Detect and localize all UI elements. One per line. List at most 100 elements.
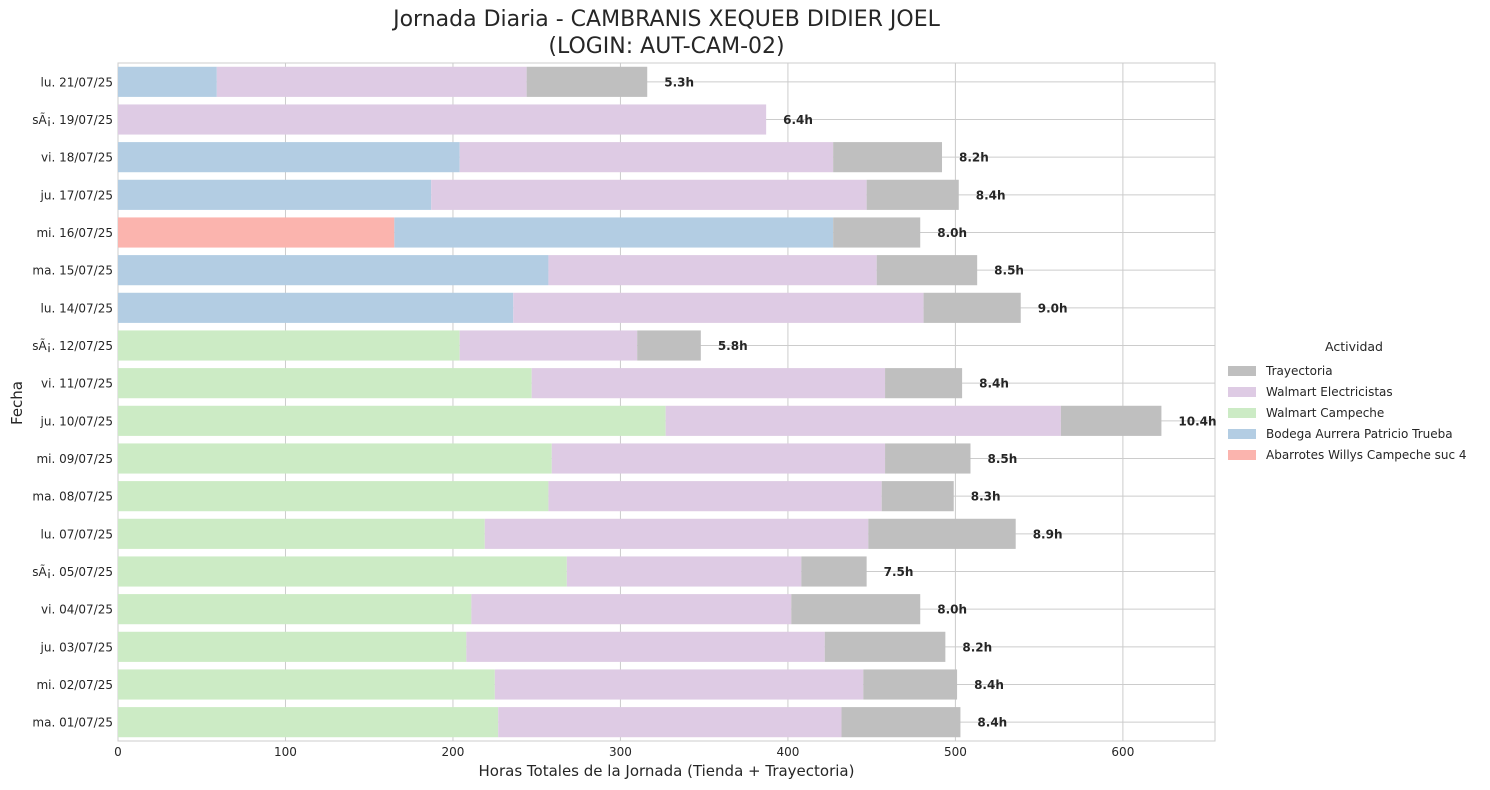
bar-segment (216, 66, 527, 97)
legend: Actividad Trayectoria Walmart Electricist… (1228, 339, 1480, 465)
legend-label: Bodega Aurrera Patricio Trueba (1266, 426, 1453, 441)
bar-segment (118, 594, 472, 625)
bar-total-label: 8.4h (976, 188, 1006, 202)
bar-segment (513, 292, 924, 323)
y-tick-labels: lu. 21/07/25 sÃ¡. 19/07/25 vi. 18/07/25 ju.… (32, 75, 113, 729)
bar-total-label: 8.0h (937, 603, 967, 617)
x-tick-label: 600 (1111, 745, 1134, 759)
y-tick-label: vi. 04/07/25 (41, 603, 113, 617)
labels-layer: 5.3h 6.4h 8.2h 8.4h 8.0h 8.5h 9.0h 5.8h 8.4h 10.4… (664, 75, 1216, 729)
bar-segment (876, 255, 978, 286)
bar-total-label: 9.0h (1038, 301, 1068, 315)
bar-segment (863, 669, 958, 700)
bar-segment (118, 631, 467, 662)
bar-segment (885, 368, 963, 399)
bar-segment (833, 217, 921, 248)
bar-segment (118, 255, 549, 286)
bar-segment (881, 481, 954, 512)
bar-total-label: 8.5h (987, 452, 1017, 466)
bar-segment (118, 707, 499, 738)
bar-segment (394, 217, 834, 248)
bar-segment (551, 443, 886, 474)
bar-segment (118, 443, 552, 474)
legend-label: Trayectoria (1266, 363, 1333, 378)
bar-segment (118, 142, 460, 173)
legend-item: Trayectoria (1228, 360, 1480, 381)
bar-total-label: 10.4h (1178, 414, 1216, 428)
bar-segment (494, 669, 864, 700)
y-tick-label: lu. 14/07/25 (41, 301, 113, 315)
legend-label: Walmart Electricistas (1266, 384, 1393, 399)
bar-segment (791, 594, 921, 625)
bar-segment (866, 179, 959, 210)
x-tick-label: 300 (609, 745, 632, 759)
bar-total-label: 8.3h (971, 490, 1001, 504)
legend-item: Walmart Electricistas (1228, 381, 1480, 402)
y-tick-label: ju. 03/07/25 (40, 640, 113, 654)
y-tick-label: ju. 10/07/25 (40, 414, 113, 428)
legend-swatch (1228, 428, 1256, 439)
legend-swatch (1228, 386, 1256, 397)
bar-segment (923, 292, 1021, 323)
x-tick-label: 200 (442, 745, 465, 759)
bar-segment (118, 368, 532, 399)
y-tick-label: ju. 17/07/25 (40, 188, 113, 202)
bar-total-label: 8.4h (974, 678, 1004, 692)
bar-segment (118, 556, 567, 587)
legend-swatch (1228, 407, 1256, 418)
bar-segment (466, 631, 825, 662)
bar-segment (868, 518, 1016, 549)
bar-total-label: 8.4h (977, 716, 1007, 730)
bar-segment (484, 518, 869, 549)
bar-total-label: 5.8h (718, 339, 748, 353)
bar-total-label: 8.2h (962, 640, 992, 654)
y-tick-label: mi. 02/07/25 (36, 678, 113, 692)
chart-title: Jornada Diaria - CAMBRANIS XEQUEB DIDIER… (393, 7, 940, 32)
x-tick-label: 400 (776, 745, 799, 759)
bar-segment (566, 556, 802, 587)
bar-segment (118, 669, 495, 700)
bar-total-label: 5.3h (664, 75, 694, 89)
bar-segment (118, 518, 485, 549)
bar-segment (118, 179, 432, 210)
y-tick-label: lu. 07/07/25 (41, 527, 113, 541)
legend-label: Walmart Campeche (1266, 405, 1385, 420)
y-tick-label: ma. 08/07/25 (32, 490, 113, 504)
bar-segment (118, 405, 666, 436)
bar-segment (841, 707, 961, 738)
bar-segment (118, 330, 460, 361)
bar-segment (118, 481, 549, 512)
legend-items: Trayectoria Walmart Electricistas Walmart … (1228, 360, 1480, 465)
bar-segment (459, 142, 834, 173)
bar-total-label: 6.4h (783, 113, 813, 127)
bar-segment (431, 179, 867, 210)
x-axis-label: Horas Totales de la Jornada (Tienda + Tr… (478, 762, 855, 780)
bar-segment (885, 443, 971, 474)
y-tick-label: mi. 09/07/25 (36, 452, 113, 466)
bar-segment (531, 368, 886, 399)
x-tick-label: 100 (274, 745, 297, 759)
bar-segment (526, 66, 648, 97)
bar-total-label: 8.9h (1033, 527, 1063, 541)
bar-total-label: 8.2h (959, 151, 989, 165)
bar-total-label: 8.4h (979, 377, 1009, 391)
bar-segment (118, 217, 395, 248)
y-axis-label: Fecha (8, 381, 26, 425)
legend-title: Actividad (1325, 339, 1383, 354)
bar-segment (118, 104, 767, 135)
bar-total-label: 8.5h (994, 264, 1024, 278)
bar-segment (637, 330, 701, 361)
y-tick-label: mi. 16/07/25 (36, 226, 113, 240)
legend-item: Walmart Campeche (1228, 402, 1480, 423)
bar-segment (801, 556, 867, 587)
y-tick-label: ma. 01/07/25 (32, 716, 113, 730)
bar-segment (459, 330, 638, 361)
x-tick-labels: 0 100 200 300 400 500 600 (114, 745, 1134, 759)
x-tick-label: 500 (944, 745, 967, 759)
bar-segment (665, 405, 1061, 436)
bar-segment (833, 142, 943, 173)
y-tick-label: vi. 11/07/25 (41, 377, 113, 391)
bar-segment (824, 631, 946, 662)
legend-swatch (1228, 449, 1256, 460)
